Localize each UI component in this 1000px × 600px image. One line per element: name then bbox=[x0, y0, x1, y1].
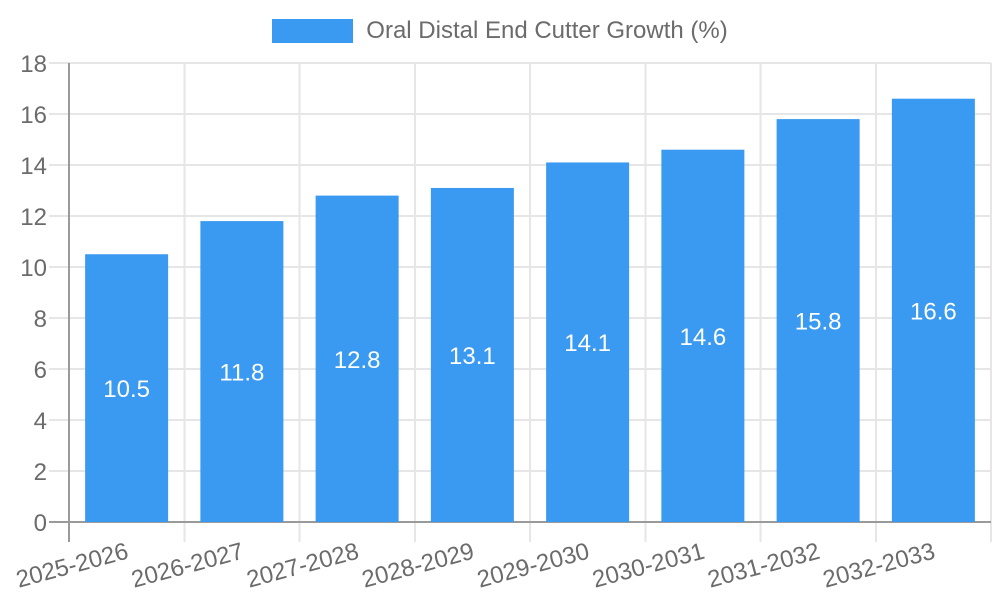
y-tick-label: 6 bbox=[34, 357, 47, 384]
y-tick-label: 2 bbox=[34, 459, 47, 486]
y-tick-label: 18 bbox=[20, 51, 47, 78]
bar bbox=[546, 162, 630, 522]
y-tick-label: 12 bbox=[20, 204, 47, 231]
y-tick-label: 0 bbox=[34, 510, 47, 537]
bar bbox=[85, 254, 169, 522]
bar-value-label: 14.6 bbox=[680, 324, 727, 351]
bar-value-label: 16.6 bbox=[910, 298, 957, 325]
bar bbox=[776, 119, 860, 522]
bar bbox=[315, 195, 399, 522]
y-tick-label: 14 bbox=[20, 153, 47, 180]
bar bbox=[891, 98, 975, 522]
bar bbox=[661, 149, 745, 522]
y-tick-label: 16 bbox=[20, 102, 47, 129]
y-tick-label: 10 bbox=[20, 255, 47, 282]
bar-value-label: 10.5 bbox=[103, 376, 150, 403]
legend-swatch bbox=[272, 19, 354, 43]
x-tick-label: 2032-2033 bbox=[820, 538, 938, 594]
legend: Oral Distal End Cutter Growth (%) bbox=[0, 17, 1000, 45]
bar-value-label: 11.8 bbox=[219, 360, 264, 387]
x-tick-label: 2030-2031 bbox=[590, 538, 708, 594]
x-tick-label: 2031-2032 bbox=[705, 538, 823, 594]
legend-label: Oral Distal End Cutter Growth (%) bbox=[366, 17, 728, 44]
x-tick-label: 2028-2029 bbox=[359, 538, 477, 594]
bar-value-label: 12.8 bbox=[334, 347, 381, 374]
x-tick-label: 2026-2027 bbox=[129, 538, 247, 594]
bar bbox=[200, 221, 284, 522]
y-tick-label: 8 bbox=[34, 306, 47, 333]
x-tick-label: 2029-2030 bbox=[474, 538, 592, 594]
bar bbox=[430, 187, 514, 522]
x-tick-label: 2025-2026 bbox=[13, 538, 131, 594]
legend-item[interactable]: Oral Distal End Cutter Growth (%) bbox=[272, 17, 728, 45]
bar-value-label: 13.1 bbox=[449, 343, 496, 370]
bar-value-label: 14.1 bbox=[564, 330, 611, 357]
x-tick-label: 2027-2028 bbox=[244, 538, 362, 594]
bar-value-label: 15.8 bbox=[795, 309, 842, 336]
y-tick-label: 4 bbox=[34, 408, 47, 435]
